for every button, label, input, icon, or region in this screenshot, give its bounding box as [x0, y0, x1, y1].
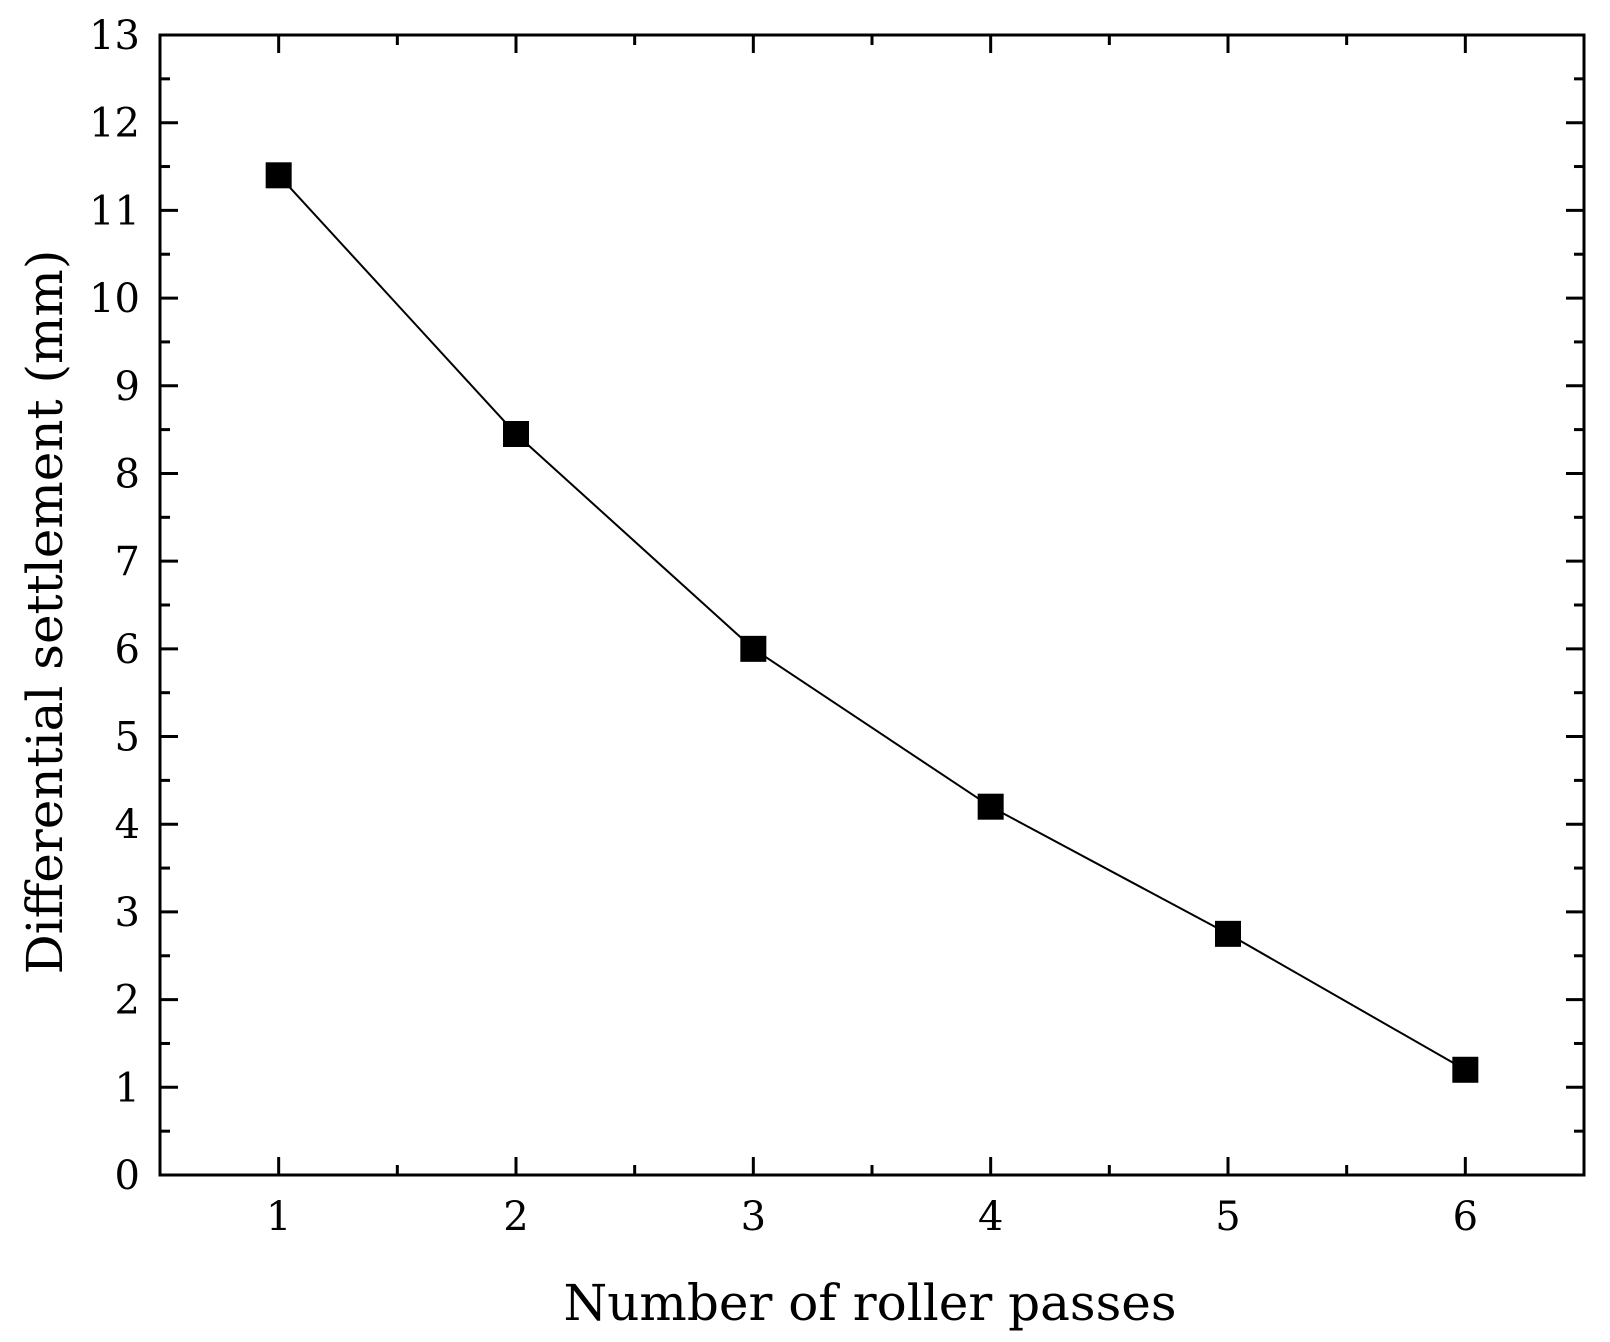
y-tick-label: 6 [115, 627, 140, 673]
data-point [1215, 920, 1241, 947]
data-point [503, 421, 529, 447]
x-axis-title: Number of roller passes [563, 1274, 1176, 1332]
x-tick-label: 2 [503, 1194, 528, 1240]
y-tick-label: 5 [115, 715, 140, 761]
x-tick-label: 1 [266, 1194, 291, 1240]
y-axis-title: Differential settlement (mm) [16, 250, 74, 975]
y-tick-label: 12 [89, 101, 140, 147]
y-tick-label: 13 [89, 13, 140, 59]
y-tick-label: 0 [115, 1153, 140, 1199]
x-tick-label: 3 [741, 1194, 766, 1240]
x-tick-label: 4 [978, 1194, 1003, 1240]
data-point [1452, 1056, 1479, 1083]
data-point [977, 793, 1004, 820]
y-tick-label: 9 [115, 364, 140, 410]
y-tick-label: 11 [89, 188, 140, 234]
y-tick-label: 2 [115, 978, 140, 1024]
data-point [265, 162, 292, 189]
y-tick-label: 1 [115, 1065, 140, 1111]
y-tick-label: 4 [115, 802, 140, 848]
series-line [277, 174, 1466, 1071]
x-tick-label: 5 [1215, 1194, 1240, 1240]
plot-frame [158, 33, 1586, 1177]
y-tick-label: 3 [115, 890, 140, 936]
y-tick-label: 7 [115, 539, 140, 585]
y-tick-label: 8 [115, 451, 140, 497]
x-tick-label: 6 [1453, 1194, 1478, 1240]
y-tick-label: 10 [89, 276, 140, 322]
data-point [740, 635, 767, 662]
